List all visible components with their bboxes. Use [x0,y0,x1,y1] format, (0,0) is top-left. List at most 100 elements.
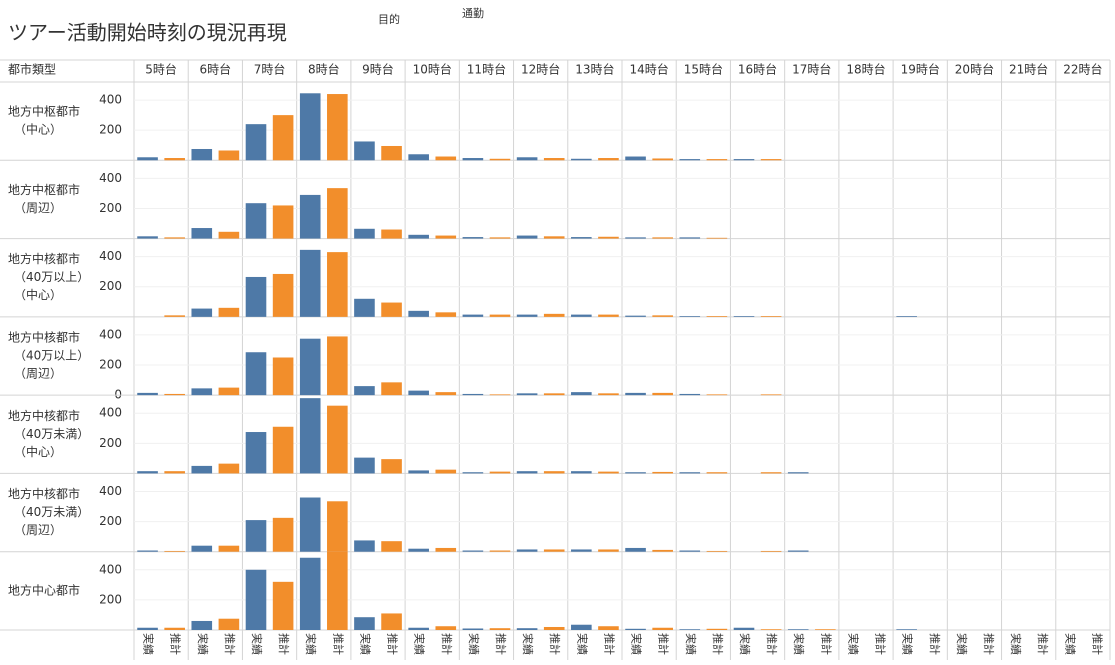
bar [489,158,511,161]
bar [272,273,294,317]
column-header: 18時台 [846,62,885,77]
bar [652,392,673,396]
bar [327,405,348,474]
bar [679,159,701,161]
series-label: 推計 [765,633,779,655]
bar [381,541,402,552]
column-header: 5時台 [145,62,177,77]
column-header: 12時台 [521,62,560,77]
bar [733,316,755,317]
bar [787,550,809,552]
series-label: 実績 [630,633,644,655]
series-label: 実績 [304,633,318,655]
bar [354,617,375,630]
column-header: 22時台 [1063,62,1102,77]
bar [679,472,701,474]
bar [815,629,836,630]
series-label: 実績 [521,633,535,655]
bar [164,237,185,239]
bar [245,276,267,317]
y-tick-label: 200 [99,514,122,528]
bar [245,569,267,630]
bar [706,159,728,161]
bar [652,237,673,239]
series-label: 推計 [982,633,996,655]
bar [489,314,511,317]
bar [137,627,158,630]
bar [516,471,538,474]
bar [381,459,402,474]
y-tick-label: 400 [99,562,122,576]
bar [760,159,782,161]
bar [354,540,375,552]
bar [462,550,484,552]
bar [354,386,375,396]
series-label: 推計 [440,633,454,655]
bar [435,469,457,474]
bar [381,382,402,396]
bar [462,314,484,317]
bar [435,392,457,396]
row-label: （中心） [14,287,62,302]
y-tick-label: 200 [99,123,122,137]
series-label: 推計 [386,633,400,655]
bar [625,315,646,317]
bar [516,235,538,239]
bar [706,472,728,474]
column-header: 9時台 [362,62,394,77]
bar [408,154,429,161]
bar [652,549,673,552]
y-tick-label: 400 [99,406,122,420]
bar [245,352,267,396]
row-label: 地方中枢都市 [8,104,80,119]
bar [272,115,294,161]
bar [327,501,348,552]
series-label: 実績 [738,633,752,655]
bar [598,158,619,161]
bar [218,231,240,239]
bar [435,547,457,552]
bar [679,316,701,317]
bar [462,158,484,161]
bar [191,148,213,161]
bar [598,314,619,317]
bar [218,150,240,161]
y-tick-label: 400 [99,327,122,341]
row-label: 地方中核都市 [8,330,80,345]
row-label: 地方中枢都市 [8,182,80,197]
bar [381,613,402,630]
column-header: 17時台 [792,62,831,77]
column-header: 8時台 [308,62,340,77]
bar [191,465,213,474]
bar [191,620,213,630]
bar [408,390,429,396]
bar [299,497,321,552]
row-label: （中心） [14,444,62,459]
bar [327,94,348,161]
bar [299,338,321,396]
bar [164,315,185,317]
series-label: 実績 [1009,633,1023,655]
bar [543,313,565,317]
bar [571,471,592,474]
bar [137,392,158,396]
bar [408,310,429,317]
series-label: 実績 [250,633,264,655]
bar [652,158,673,161]
bar [625,547,646,552]
series-label: 推計 [548,633,562,655]
series-label: 推計 [711,633,725,655]
bar [733,627,755,630]
bar [164,627,185,630]
column-header: 10時台 [413,62,452,77]
bar [218,618,240,630]
bar [218,387,240,396]
series-label: 実績 [142,633,156,655]
y-tick-label: 200 [99,592,122,606]
bar [327,336,348,396]
bar [625,392,646,396]
bar [164,471,185,474]
bar [516,157,538,161]
bar [896,316,917,317]
bar [543,549,565,552]
